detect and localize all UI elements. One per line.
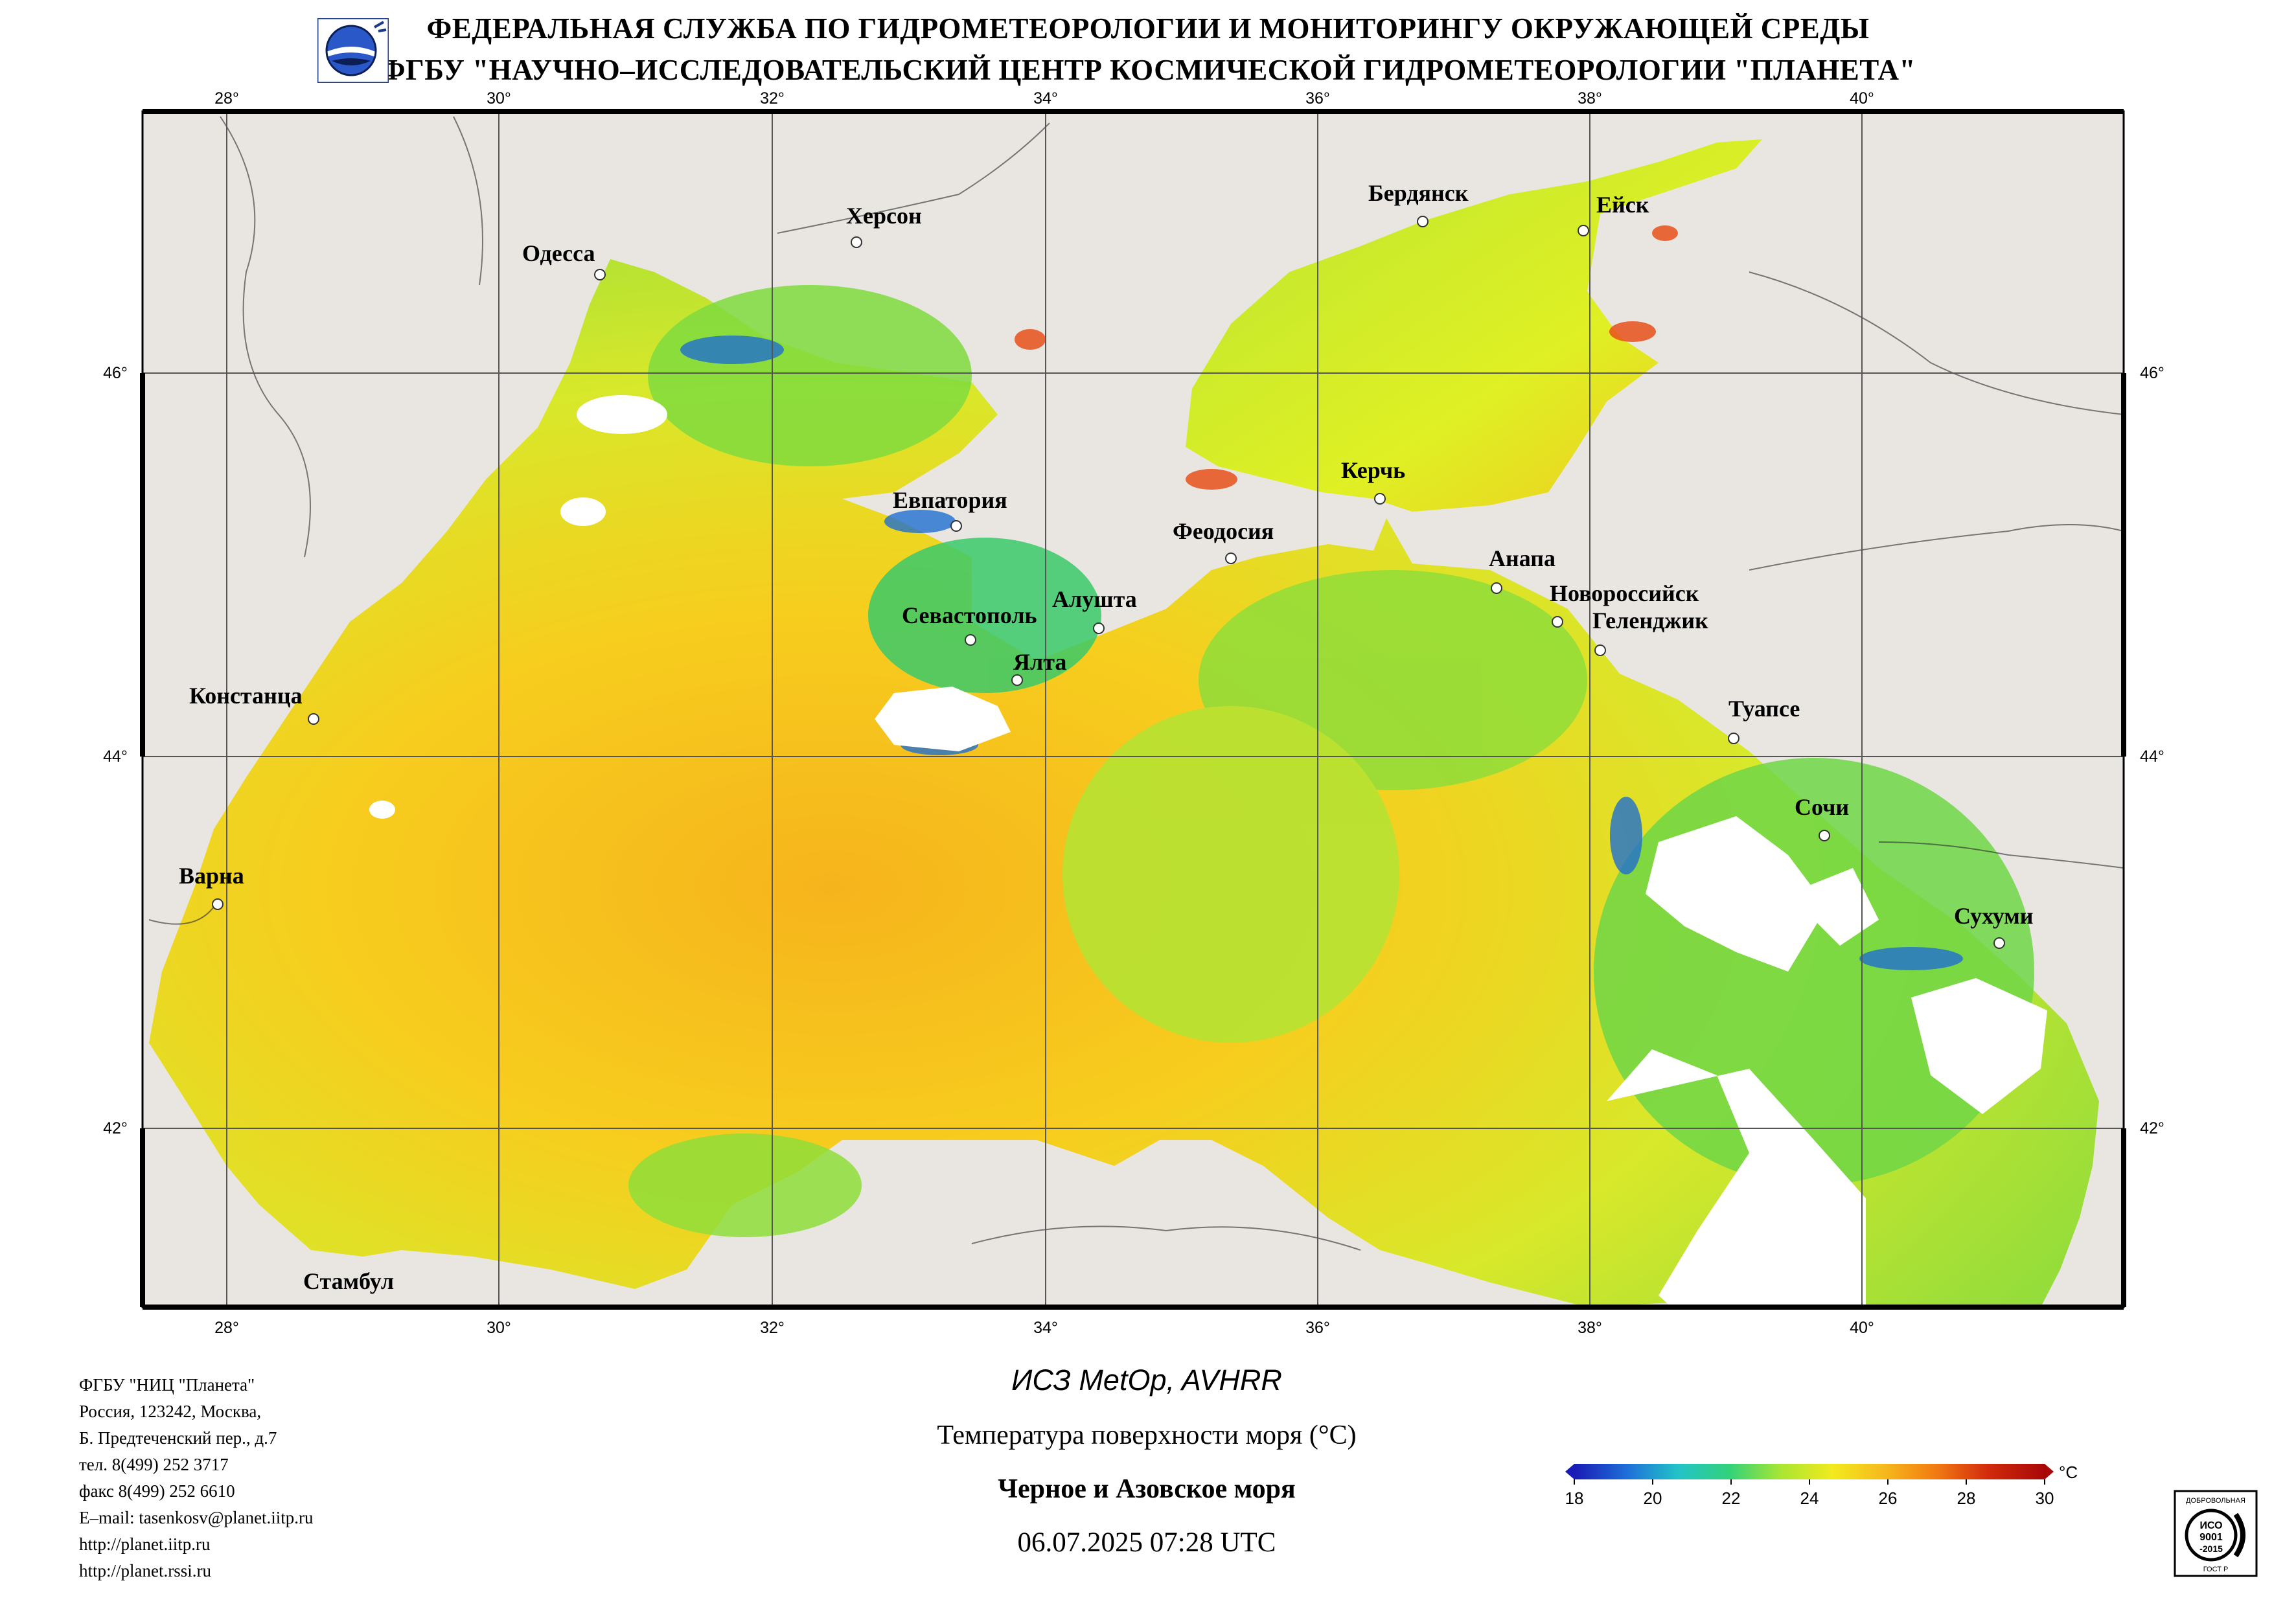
lon-tick-28: 28° xyxy=(214,89,239,108)
city-label-kherson: Херсон xyxy=(846,203,922,229)
header-title-line2: ФГБУ "НАУЧНО–ИССЛЕДОВАТЕЛЬСКИЙ ЦЕНТР КОС… xyxy=(380,54,1916,86)
colorbar-tick-label: 22 xyxy=(1722,1488,1741,1508)
city-markers xyxy=(212,216,2005,949)
lon-tick-32: 32° xyxy=(760,89,785,108)
borders xyxy=(148,116,2124,1251)
iso-certification-badge: ДОБРОВОЛЬНАЯ ИСО 9001 -2015 ГОСТ Р xyxy=(2174,1490,2258,1577)
lon-tick-36-bottom: 36° xyxy=(1305,1319,1330,1337)
colorbar-tick-label: 18 xyxy=(1565,1488,1584,1508)
lon-tick-34: 34° xyxy=(1033,89,1058,108)
city-label-novorossiysk: Новороссийск xyxy=(1550,580,1699,606)
lon-tick-34-bottom: 34° xyxy=(1033,1319,1058,1337)
iso-badge-bottom: ГОСТ Р xyxy=(2203,1566,2229,1573)
city-label-sochi: Сочи xyxy=(1795,794,1849,820)
header-title-line1: ФЕДЕРАЛЬНАЯ СЛУЖБА ПО ГИДРОМЕТЕОРОЛОГИИ … xyxy=(426,12,1870,45)
region-label: Черное и Азовское моря xyxy=(998,1474,1296,1504)
city-label-gelendzhik: Геленджик xyxy=(1592,608,1708,633)
city-label-istanbul: Стамбул xyxy=(303,1268,394,1294)
lon-tick-30: 30° xyxy=(487,89,511,108)
lat-tick-42-left: 42° xyxy=(103,1119,128,1137)
sst-map: 28° 30° 32° 34° 36° 38° 40° 28° 30° 32° … xyxy=(103,89,2164,1337)
city-label-yeysk: Ейск xyxy=(1596,192,1649,218)
lon-ticks-bottom: 28° 30° 32° 34° 36° 38° 40° xyxy=(214,1319,1874,1337)
city-label-feodosia: Феодосия xyxy=(1173,518,1274,544)
contact-block: ФГБУ "НИЦ "Планета" Россия, 123242, Моск… xyxy=(79,1372,314,1584)
colorbar-tick-label: 30 xyxy=(2036,1488,2054,1508)
colorbar: 18 20 22 24 26 28 30 °C xyxy=(1565,1463,2078,1508)
iso-badge-top: ДОБРОВОЛЬНАЯ xyxy=(2186,1497,2245,1505)
planeta-logo-icon xyxy=(317,18,389,83)
iso-badge-mid1: ИСО xyxy=(2199,1520,2222,1531)
lon-tick-40-bottom: 40° xyxy=(1850,1319,1874,1337)
city-label-tuapse: Туапсе xyxy=(1728,696,1800,722)
contact-url-2[interactable]: http://planet.rssi.ru xyxy=(79,1561,211,1580)
lon-tick-30-bottom: 30° xyxy=(487,1319,511,1337)
contact-url-1[interactable]: http://planet.iitp.ru xyxy=(79,1534,211,1554)
colorbar-ramp xyxy=(1574,1464,2045,1479)
city-label-yalta: Ялта xyxy=(1013,649,1066,675)
lon-tick-36: 36° xyxy=(1305,89,1330,108)
iso-badge-mid2: 9001 xyxy=(2199,1532,2223,1543)
city-labels: Одесса Херсон Бердянск Ейск Керчь Евпато… xyxy=(179,180,2034,1294)
colorbar-min-arrow xyxy=(1565,1464,1574,1479)
city-label-sukhumi: Сухуми xyxy=(1954,903,2034,929)
colorbar-max-arrow xyxy=(2045,1464,2054,1479)
azov-sea xyxy=(1186,139,1762,512)
colorbar-unit: °C xyxy=(2059,1463,2078,1482)
lat-tick-46-right: 46° xyxy=(2140,364,2164,382)
contact-email: E–mail: tasenkosv@planet.iitp.ru xyxy=(79,1508,314,1527)
colorbar-tick-label: 24 xyxy=(1800,1488,1819,1508)
graticule xyxy=(143,111,2124,1307)
lat-tick-44-right: 44° xyxy=(2140,747,2164,766)
city-label-anapa: Анапа xyxy=(1489,545,1556,571)
colorbar-tick-label: 28 xyxy=(1957,1488,1976,1508)
contact-phone: тел. 8(499) 252 3717 xyxy=(79,1455,229,1474)
colorbar-tick-label: 20 xyxy=(1644,1488,1662,1508)
lat-ticks: 46° 44° 42° 46° 44° 42° xyxy=(103,364,2164,1137)
lat-tick-46-left: 46° xyxy=(103,364,128,382)
lon-tick-28-bottom: 28° xyxy=(214,1319,239,1337)
lon-ticks-top: 28° 30° 32° 34° 36° 38° 40° xyxy=(214,89,1874,108)
city-label-odessa: Одесса xyxy=(522,240,595,266)
colorbar-tick-label: 26 xyxy=(1879,1488,1898,1508)
contact-country: Россия, 123242, Москва, xyxy=(79,1402,262,1421)
lon-tick-38-bottom: 38° xyxy=(1578,1319,1602,1337)
contact-fax: факс 8(499) 252 6610 xyxy=(79,1481,235,1501)
lon-tick-40: 40° xyxy=(1850,89,1874,108)
lat-tick-44-left: 44° xyxy=(103,747,128,766)
lon-tick-38: 38° xyxy=(1578,89,1602,108)
parameter-label: Температура поверхности моря (°C) xyxy=(937,1420,1357,1450)
city-label-constanta: Констанца xyxy=(189,683,303,709)
contact-org: ФГБУ "НИЦ "Планета" xyxy=(79,1375,255,1395)
city-label-berdyansk: Бердянск xyxy=(1368,180,1469,206)
lon-tick-32-bottom: 32° xyxy=(760,1319,785,1337)
lat-tick-42-right: 42° xyxy=(2140,1119,2164,1137)
contact-address: Б. Предтеченский пер., д.7 xyxy=(79,1428,277,1448)
cloud-mask xyxy=(369,395,2047,1307)
city-label-varna: Варна xyxy=(179,863,244,889)
city-label-sevastopol: Севастополь xyxy=(902,602,1037,628)
datetime-label: 06.07.2025 07:28 UTC xyxy=(1017,1527,1276,1558)
iso-badge-mid3: -2015 xyxy=(2199,1544,2223,1554)
city-label-alushta: Алушта xyxy=(1052,586,1137,612)
city-label-kerch: Керчь xyxy=(1341,457,1405,483)
city-label-yevpatoria: Евпатория xyxy=(893,487,1007,513)
satellite-label: ИСЗ MetOp, AVHRR xyxy=(1011,1363,1282,1396)
warm-coastal-spots xyxy=(1015,225,1678,490)
